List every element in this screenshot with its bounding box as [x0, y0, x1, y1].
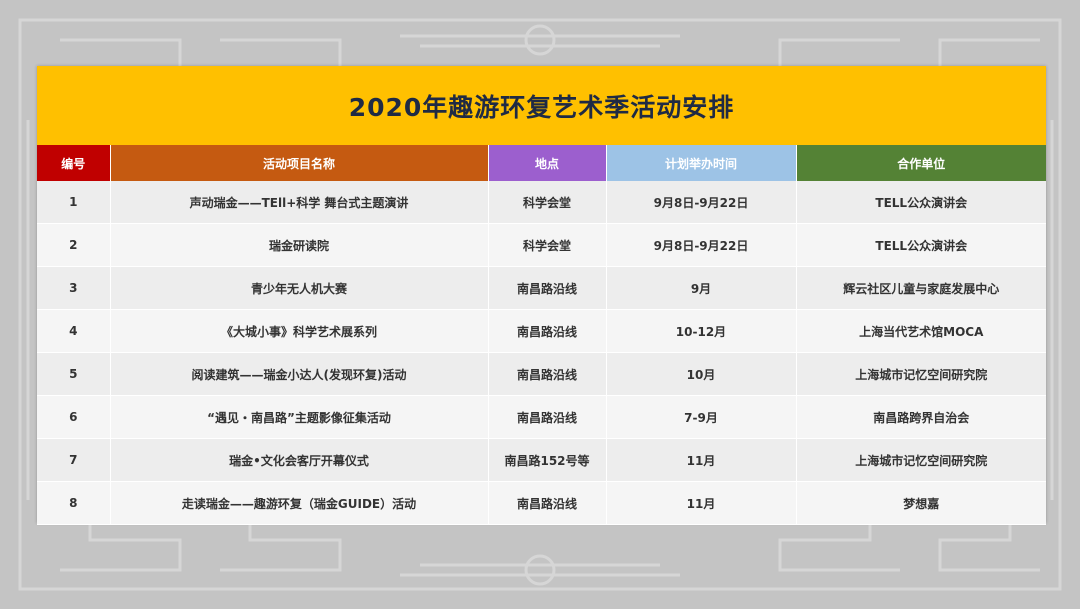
table-row: 7 瑞金•文化会客厅开幕仪式 南昌路152号等 11月 上海城市记忆空间研究院 — [37, 438, 1046, 482]
location: 科学会堂 — [488, 181, 607, 224]
planned-time: 9月8日-9月22日 — [606, 181, 797, 224]
partner: 上海城市记忆空间研究院 — [796, 438, 1046, 482]
table-row: 4 《大城小事》科学艺术展系列 南昌路沿线 10-12月 上海当代艺术馆MOCA — [37, 309, 1046, 353]
location: 科学会堂 — [488, 223, 607, 267]
planned-time: 7-9月 — [606, 395, 797, 439]
activity-name: “遇见・南昌路”主题影像征集活动 — [110, 395, 489, 439]
row-number: 5 — [37, 352, 111, 396]
schedule-panel: 2020年趣游环复艺术季活动安排 编号 活动项目名称 地点 计划举办时间 合作单… — [37, 66, 1046, 525]
row-number: 7 — [37, 438, 111, 482]
table-row: 1 声动瑞金——TEll+科学 舞台式主题演讲 科学会堂 9月8日-9月22日 … — [37, 181, 1046, 224]
header-activity-name: 活动项目名称 — [110, 145, 489, 181]
row-number: 3 — [37, 266, 111, 310]
table-row: 8 走读瑞金——趣游环复（瑞金GUIDE）活动 南昌路沿线 11月 梦想嘉 — [37, 481, 1046, 525]
table-row: 2 瑞金研读院 科学会堂 9月8日-9月22日 TELL公众演讲会 — [37, 223, 1046, 267]
header-location: 地点 — [488, 145, 607, 181]
row-number: 2 — [37, 223, 111, 267]
activity-name: 阅读建筑——瑞金小达人(发现环复)活动 — [110, 352, 489, 396]
location: 南昌路沿线 — [488, 309, 607, 353]
page-title: 2020年趣游环复艺术季活动安排 — [348, 92, 735, 122]
planned-time: 10月 — [606, 352, 797, 396]
partner: TELL公众演讲会 — [796, 223, 1046, 267]
location: 南昌路沿线 — [488, 352, 607, 396]
activity-name: 瑞金•文化会客厅开幕仪式 — [110, 438, 489, 482]
location: 南昌路沿线 — [488, 395, 607, 439]
table-row: 5 阅读建筑——瑞金小达人(发现环复)活动 南昌路沿线 10月 上海城市记忆空间… — [37, 352, 1046, 396]
planned-time: 9月 — [606, 266, 797, 310]
planned-time: 11月 — [606, 481, 797, 525]
partner: 辉云社区儿童与家庭发展中心 — [796, 266, 1046, 310]
row-number: 6 — [37, 395, 111, 439]
activity-name: 青少年无人机大赛 — [110, 266, 489, 310]
activity-name: 声动瑞金——TEll+科学 舞台式主题演讲 — [110, 181, 489, 224]
activity-name: 走读瑞金——趣游环复（瑞金GUIDE）活动 — [110, 481, 489, 525]
table-row: 6 “遇见・南昌路”主题影像征集活动 南昌路沿线 7-9月 南昌路跨界自治会 — [37, 395, 1046, 439]
location: 南昌路沿线 — [488, 481, 607, 525]
row-number: 8 — [37, 481, 111, 525]
header-number: 编号 — [37, 145, 111, 181]
planned-time: 10-12月 — [606, 309, 797, 353]
table-header-row: 编号 活动项目名称 地点 计划举办时间 合作单位 — [37, 145, 1046, 181]
partner: 上海城市记忆空间研究院 — [796, 352, 1046, 396]
activity-name: 《大城小事》科学艺术展系列 — [110, 309, 489, 353]
header-partner: 合作单位 — [796, 145, 1046, 181]
header-planned-time: 计划举办时间 — [606, 145, 797, 181]
title-bar: 2020年趣游环复艺术季活动安排 — [37, 66, 1046, 145]
row-number: 1 — [37, 181, 111, 224]
partner: 南昌路跨界自治会 — [796, 395, 1046, 439]
partner: TELL公众演讲会 — [796, 181, 1046, 224]
location: 南昌路沿线 — [488, 266, 607, 310]
row-number: 4 — [37, 309, 111, 353]
partner: 上海当代艺术馆MOCA — [796, 309, 1046, 353]
planned-time: 11月 — [606, 438, 797, 482]
table-row: 3 青少年无人机大赛 南昌路沿线 9月 辉云社区儿童与家庭发展中心 — [37, 266, 1046, 310]
activity-name: 瑞金研读院 — [110, 223, 489, 267]
partner: 梦想嘉 — [796, 481, 1046, 525]
location: 南昌路152号等 — [488, 438, 607, 482]
schedule-table: 编号 活动项目名称 地点 计划举办时间 合作单位 1 声动瑞金——TEll+科学… — [37, 145, 1046, 525]
planned-time: 9月8日-9月22日 — [606, 223, 797, 267]
